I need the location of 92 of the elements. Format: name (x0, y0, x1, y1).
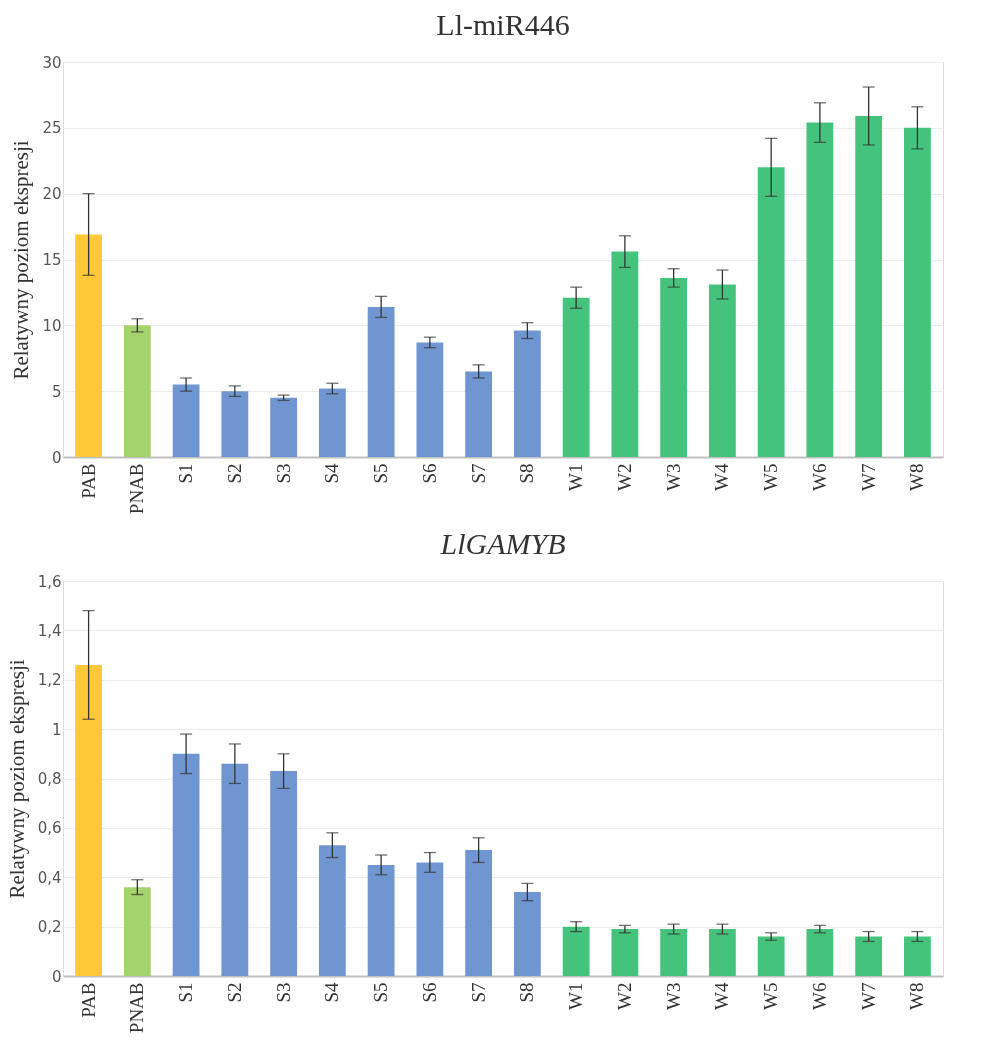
bar (855, 936, 883, 976)
y-tick-label: 1 (51, 720, 62, 739)
bar (465, 371, 493, 457)
x-tick-label: S5 (370, 982, 392, 1003)
x-tick-label: PAB (77, 982, 99, 1018)
x-tick-label: W2 (613, 982, 635, 1010)
x-tick-label: W2 (613, 463, 635, 491)
bar (318, 845, 346, 976)
bar (562, 926, 590, 976)
bar (416, 342, 444, 457)
bar (367, 306, 395, 457)
x-tick-label: S1 (175, 982, 197, 1003)
x-tick-label: S1 (175, 463, 197, 484)
x-tick-label: W4 (711, 463, 733, 491)
bar (708, 284, 736, 457)
x-tick-label: S2 (223, 982, 245, 1003)
x-tick-label: S5 (370, 463, 392, 484)
x-tick-label: S8 (516, 463, 538, 484)
x-tick-label: W1 (565, 982, 587, 1010)
bar (757, 167, 785, 457)
x-tick-label: S4 (321, 463, 343, 484)
bar (513, 330, 541, 457)
x-tick-label: W3 (662, 463, 684, 491)
y-tick-label: 0 (51, 967, 62, 986)
bar (904, 127, 931, 457)
y-tick-label: 0,6 (37, 819, 62, 838)
y-tick-label: 0 (51, 448, 62, 467)
chart-title: LlGAMYB (439, 527, 566, 560)
bar (806, 929, 834, 976)
y-tick-label: 5 (51, 382, 62, 401)
y-tick-label: 1,6 (37, 572, 62, 591)
chart-title: Ll-miR446 (436, 8, 570, 41)
y-tick-label: 1,4 (37, 621, 62, 640)
x-tick-label: W8 (906, 982, 928, 1010)
bar (221, 391, 249, 457)
y-tick-label: 10 (42, 316, 62, 335)
x-tick-label: S8 (516, 982, 538, 1003)
bar (660, 929, 688, 976)
x-tick-label: W7 (857, 982, 879, 1010)
x-tick-label: S3 (272, 463, 294, 484)
y-axis-title: Relatywny poziom ekspresji (4, 659, 29, 899)
bar (367, 864, 395, 976)
bar (757, 936, 785, 976)
x-tick-label: W6 (808, 982, 830, 1010)
y-tick-label: 0,8 (37, 770, 62, 788)
x-tick-label: S4 (321, 982, 343, 1003)
x-tick-label: W5 (760, 463, 782, 491)
bar (465, 850, 493, 976)
y-tick-label: 0,2 (37, 918, 62, 937)
bar (123, 325, 151, 457)
bar (855, 115, 883, 457)
bar (270, 771, 298, 976)
x-tick-label: W7 (857, 463, 879, 491)
bar (270, 397, 298, 457)
bar (172, 384, 200, 457)
bar (611, 929, 639, 976)
bar (562, 297, 590, 457)
bar (221, 763, 249, 976)
y-tick-label: 30 (42, 53, 62, 72)
x-tick-label: W5 (760, 982, 782, 1010)
y-tick-label: 0,4 (37, 868, 62, 887)
y-tick-label: 20 (42, 185, 62, 204)
x-tick-label: S3 (272, 982, 294, 1003)
bar (513, 892, 541, 976)
x-tick-label: W8 (906, 463, 928, 491)
y-tick-label: 1,2 (37, 671, 62, 690)
bar (172, 753, 200, 976)
bar (123, 887, 151, 976)
x-tick-label: S2 (223, 463, 245, 484)
x-tick-label: PAB (77, 463, 99, 499)
bar (75, 664, 102, 976)
y-tick-label: 15 (42, 251, 62, 269)
x-tick-label: PNAB (126, 463, 148, 515)
x-tick-label: S6 (418, 982, 440, 1003)
x-tick-label: W6 (808, 463, 830, 491)
x-tick-label: W1 (565, 463, 587, 491)
bar (806, 122, 834, 457)
y-axis-title: Relatywny poziom ekspresji (9, 140, 34, 380)
bar (611, 251, 639, 457)
bar (318, 388, 346, 457)
bar (75, 234, 102, 457)
x-tick-label: PNAB (126, 982, 148, 1034)
bar (416, 862, 444, 976)
bar (904, 936, 931, 976)
bar (708, 929, 736, 976)
x-tick-label: W3 (662, 982, 684, 1010)
bar (660, 277, 688, 457)
x-tick-label: S7 (467, 982, 489, 1003)
x-tick-label: W4 (711, 982, 733, 1010)
x-tick-label: S7 (467, 463, 489, 484)
y-tick-label: 25 (42, 119, 62, 138)
x-tick-label: S6 (418, 463, 440, 484)
